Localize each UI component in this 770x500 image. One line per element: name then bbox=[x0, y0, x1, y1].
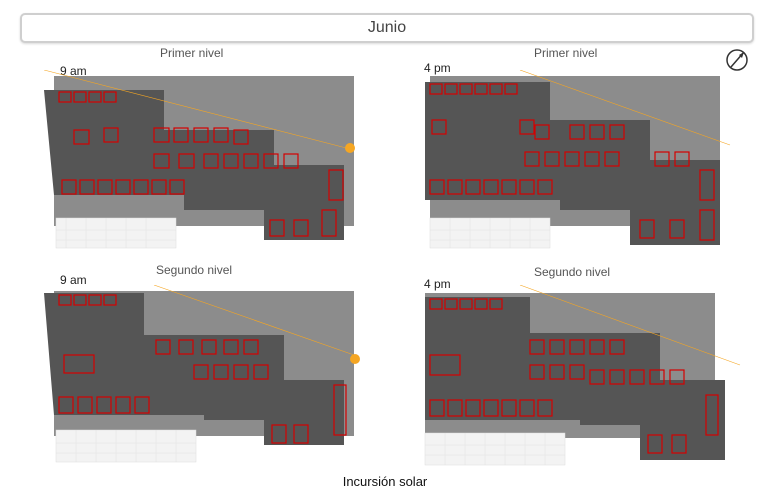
level-label-2: Primer nivel bbox=[534, 46, 598, 60]
month-title: Junio bbox=[367, 19, 407, 36]
level-label-4: Segundo nivel bbox=[534, 265, 611, 279]
floor-plan-primer-4pm bbox=[425, 70, 731, 249]
time-label-1: 9 am bbox=[60, 64, 87, 78]
floor-plan-primer-9am bbox=[44, 70, 355, 249]
level-label-1: Primer nivel bbox=[160, 46, 224, 60]
time-label-3: 9 am bbox=[60, 273, 87, 287]
level-label-3: Segundo nivel bbox=[156, 263, 233, 277]
floor-plan-segundo-4pm bbox=[424, 285, 741, 466]
north-arrow-icon bbox=[726, 49, 748, 71]
floor-plan-segundo-9am bbox=[44, 285, 355, 463]
sun-marker-1 bbox=[345, 143, 355, 153]
time-label-2: 4 pm bbox=[424, 61, 451, 75]
sun-marker-2 bbox=[350, 354, 360, 364]
month-title-box: Junio bbox=[20, 13, 754, 43]
figure-caption: Incursión solar bbox=[342, 474, 428, 489]
time-label-4: 4 pm bbox=[424, 277, 451, 291]
